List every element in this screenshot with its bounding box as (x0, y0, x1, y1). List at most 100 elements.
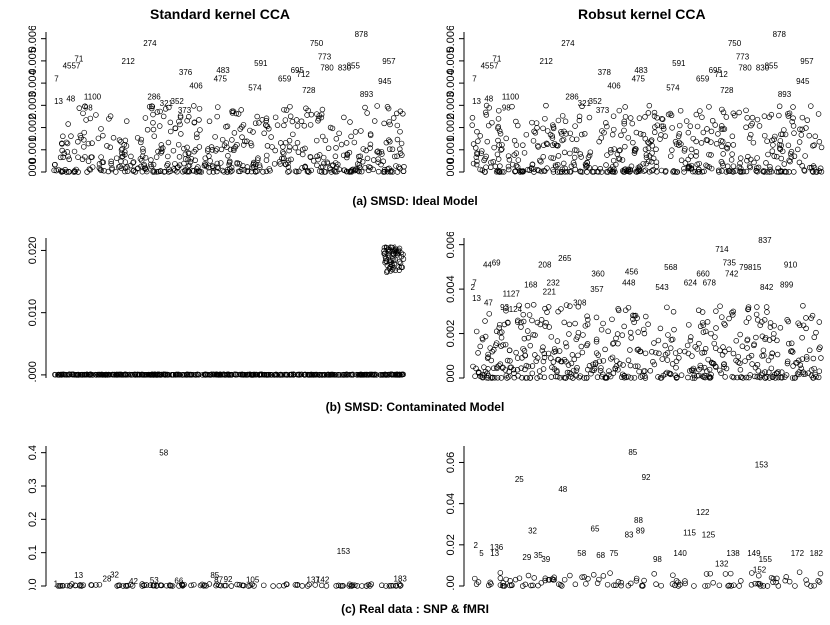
scatter-point (57, 154, 64, 161)
scatter-point (206, 164, 212, 171)
scatter-point (703, 137, 710, 143)
scatter-point (797, 362, 804, 368)
scatter-point (600, 371, 606, 377)
scatter-point (496, 321, 503, 328)
scatter-point (662, 133, 668, 139)
point-label: 182 (810, 549, 824, 558)
scatter-point (769, 148, 776, 154)
scatter-point (621, 374, 628, 381)
scatter-point (389, 372, 395, 378)
scatter-point (122, 159, 129, 165)
scatter-point (575, 329, 582, 336)
point-label: 660 (696, 270, 710, 279)
scatter-point (544, 128, 551, 134)
scatter-point (123, 583, 129, 589)
scatter-point (99, 159, 105, 166)
scatter-point (745, 306, 751, 313)
scatter-point (331, 168, 337, 174)
scatter-point (691, 367, 697, 374)
scatter-point (168, 372, 175, 378)
scatter-point (708, 139, 714, 145)
scatter-point (675, 579, 681, 585)
scatter-point (605, 328, 611, 335)
scatter-point (51, 162, 58, 168)
scatter-point (196, 144, 203, 150)
scatter-point (85, 140, 92, 147)
scatter-point (544, 309, 550, 315)
scatter-point (730, 350, 737, 357)
scatter-point (308, 111, 315, 118)
scatter-point (541, 354, 548, 361)
scatter-point (763, 160, 769, 166)
scatter-point (140, 371, 146, 378)
scatter-point (138, 139, 144, 146)
scatter-point (730, 163, 737, 169)
scatter-point (556, 581, 562, 587)
scatter-point (611, 582, 617, 589)
scatter-point (609, 131, 616, 138)
scatter-point (618, 582, 624, 589)
scatter-point (640, 583, 646, 589)
scatter-point (354, 161, 361, 167)
scatter-point (207, 158, 213, 164)
scatter-point (213, 582, 219, 589)
scatter-point (733, 357, 739, 364)
scatter-point (574, 365, 580, 371)
scatter-point (541, 167, 547, 174)
scatter-point (563, 358, 569, 365)
scatter-point (584, 342, 590, 349)
scatter-point (607, 166, 614, 173)
scatter-point (84, 371, 91, 378)
scatter-point (170, 166, 177, 172)
scatter-point (489, 348, 496, 355)
point-label: 957 (800, 57, 814, 66)
scatter-point (660, 123, 667, 129)
scatter-point (676, 355, 682, 361)
scatter-point (615, 340, 621, 347)
scatter-point (158, 142, 165, 148)
point-label: 13 (472, 97, 481, 106)
scatter-point (469, 115, 476, 121)
point-label: 4557 (481, 61, 499, 70)
scatter-point (485, 351, 491, 358)
scatter-point (815, 578, 821, 584)
point-label: 85 (628, 448, 637, 457)
scatter-point (721, 361, 727, 367)
scatter-point (378, 148, 385, 155)
scatter-point (347, 169, 354, 175)
point-label: 4557 (63, 61, 81, 70)
scatter-point (385, 252, 391, 258)
scatter-point (744, 115, 750, 121)
scatter-point (343, 371, 350, 378)
scatter-point (240, 122, 247, 128)
scatter-point (799, 114, 806, 121)
scatter-point (259, 371, 265, 378)
scatter-point (514, 164, 521, 170)
scatter-point (631, 375, 638, 381)
scatter-point (542, 323, 548, 329)
scatter-point (260, 169, 266, 175)
scatter-point (609, 354, 616, 361)
scatter-point (214, 168, 220, 175)
point-label: 42 (129, 577, 138, 586)
scatter-point (592, 360, 599, 366)
scatter-point (635, 168, 641, 174)
scatter-point (586, 114, 593, 121)
scatter-point (614, 358, 620, 364)
scatter-point (497, 130, 504, 137)
scatter-point (755, 581, 761, 587)
scatter-point (390, 582, 396, 589)
scatter-point (689, 353, 695, 359)
scatter-point (514, 319, 521, 325)
scatter-point (729, 133, 736, 140)
scatter-point (276, 583, 282, 589)
scatter-point (167, 119, 174, 126)
scatter-point (806, 347, 813, 354)
scatter-point (742, 358, 748, 364)
scatter-point (778, 155, 785, 162)
scatter-point (341, 371, 347, 378)
scatter-point (188, 582, 194, 589)
scatter-point (808, 103, 814, 109)
scatter-point (762, 336, 768, 343)
scatter-point (254, 113, 260, 120)
